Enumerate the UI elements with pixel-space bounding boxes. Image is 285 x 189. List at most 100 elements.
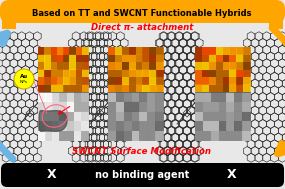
Bar (195, 131, 203, 141)
Bar (195, 61, 202, 70)
Bar (209, 84, 216, 92)
Text: NPs: NPs (20, 80, 28, 84)
Bar (60, 111, 67, 121)
Bar (156, 54, 164, 62)
Bar (236, 61, 244, 70)
Bar (203, 111, 211, 121)
Bar (81, 91, 89, 102)
Bar (67, 131, 74, 141)
Text: no binding agent: no binding agent (95, 170, 189, 180)
Bar (115, 46, 122, 54)
Bar (147, 111, 156, 121)
Bar (226, 91, 235, 102)
Bar (243, 46, 251, 54)
Bar (202, 77, 209, 84)
Bar (229, 61, 237, 70)
Bar (116, 131, 124, 141)
Bar (129, 77, 136, 84)
Bar (203, 101, 211, 112)
Bar (122, 69, 129, 77)
FancyBboxPatch shape (1, 163, 284, 187)
Bar (223, 69, 230, 77)
Bar (81, 131, 89, 141)
Bar (135, 54, 143, 62)
Bar (63, 54, 70, 62)
Bar (156, 46, 164, 54)
Text: SWCNT Surface Modification: SWCNT Surface Modification (72, 147, 211, 156)
Bar (45, 91, 53, 102)
Bar (108, 91, 116, 102)
Bar (234, 131, 243, 141)
Bar (67, 101, 74, 112)
Bar (108, 131, 116, 141)
Bar (57, 61, 64, 70)
Bar (45, 121, 53, 131)
Bar (236, 54, 244, 62)
FancyBboxPatch shape (0, 0, 285, 23)
Bar (81, 111, 89, 121)
Bar (52, 101, 60, 112)
Bar (116, 111, 124, 121)
Bar (147, 91, 156, 102)
Bar (122, 61, 129, 70)
Bar (195, 111, 203, 121)
Bar (108, 77, 115, 84)
Bar (69, 46, 76, 54)
Bar (129, 54, 136, 62)
Bar (216, 84, 223, 92)
Bar (74, 91, 81, 102)
Bar (38, 54, 45, 62)
Bar (124, 101, 132, 112)
Bar (69, 54, 76, 62)
Bar (108, 47, 163, 92)
Bar (149, 54, 157, 62)
Bar (38, 101, 46, 112)
Bar (139, 91, 148, 102)
Bar (122, 54, 129, 62)
Bar (63, 61, 70, 70)
Bar (135, 84, 143, 92)
Bar (202, 54, 209, 62)
Bar (50, 46, 57, 54)
Bar (135, 46, 143, 54)
Bar (63, 84, 70, 92)
FancyBboxPatch shape (269, 13, 283, 29)
Bar (44, 77, 51, 84)
Bar (67, 91, 74, 102)
Bar (149, 77, 157, 84)
Bar (243, 69, 251, 77)
Bar (156, 77, 164, 84)
Bar (38, 47, 88, 92)
Bar (38, 69, 45, 77)
Bar (82, 46, 89, 54)
Bar (147, 131, 156, 141)
Bar (108, 69, 115, 77)
Bar (124, 121, 132, 131)
Bar (108, 92, 163, 141)
Bar (243, 84, 251, 92)
Bar (76, 84, 82, 92)
Bar (219, 111, 227, 121)
Bar (223, 54, 230, 62)
Bar (67, 121, 74, 131)
Bar (74, 121, 81, 131)
Bar (69, 61, 76, 70)
Bar (50, 69, 57, 77)
Bar (45, 131, 53, 141)
Bar (223, 61, 230, 70)
Bar (60, 131, 67, 141)
Bar (122, 84, 129, 92)
FancyBboxPatch shape (2, 13, 16, 29)
Bar (142, 46, 150, 54)
Bar (69, 77, 76, 84)
Bar (108, 101, 116, 112)
Bar (116, 101, 124, 112)
Bar (142, 69, 150, 77)
Bar (229, 84, 237, 92)
Bar (108, 46, 115, 54)
Bar (38, 77, 45, 84)
Bar (52, 91, 60, 102)
Bar (57, 84, 64, 92)
Bar (203, 131, 211, 141)
Bar (69, 69, 76, 77)
